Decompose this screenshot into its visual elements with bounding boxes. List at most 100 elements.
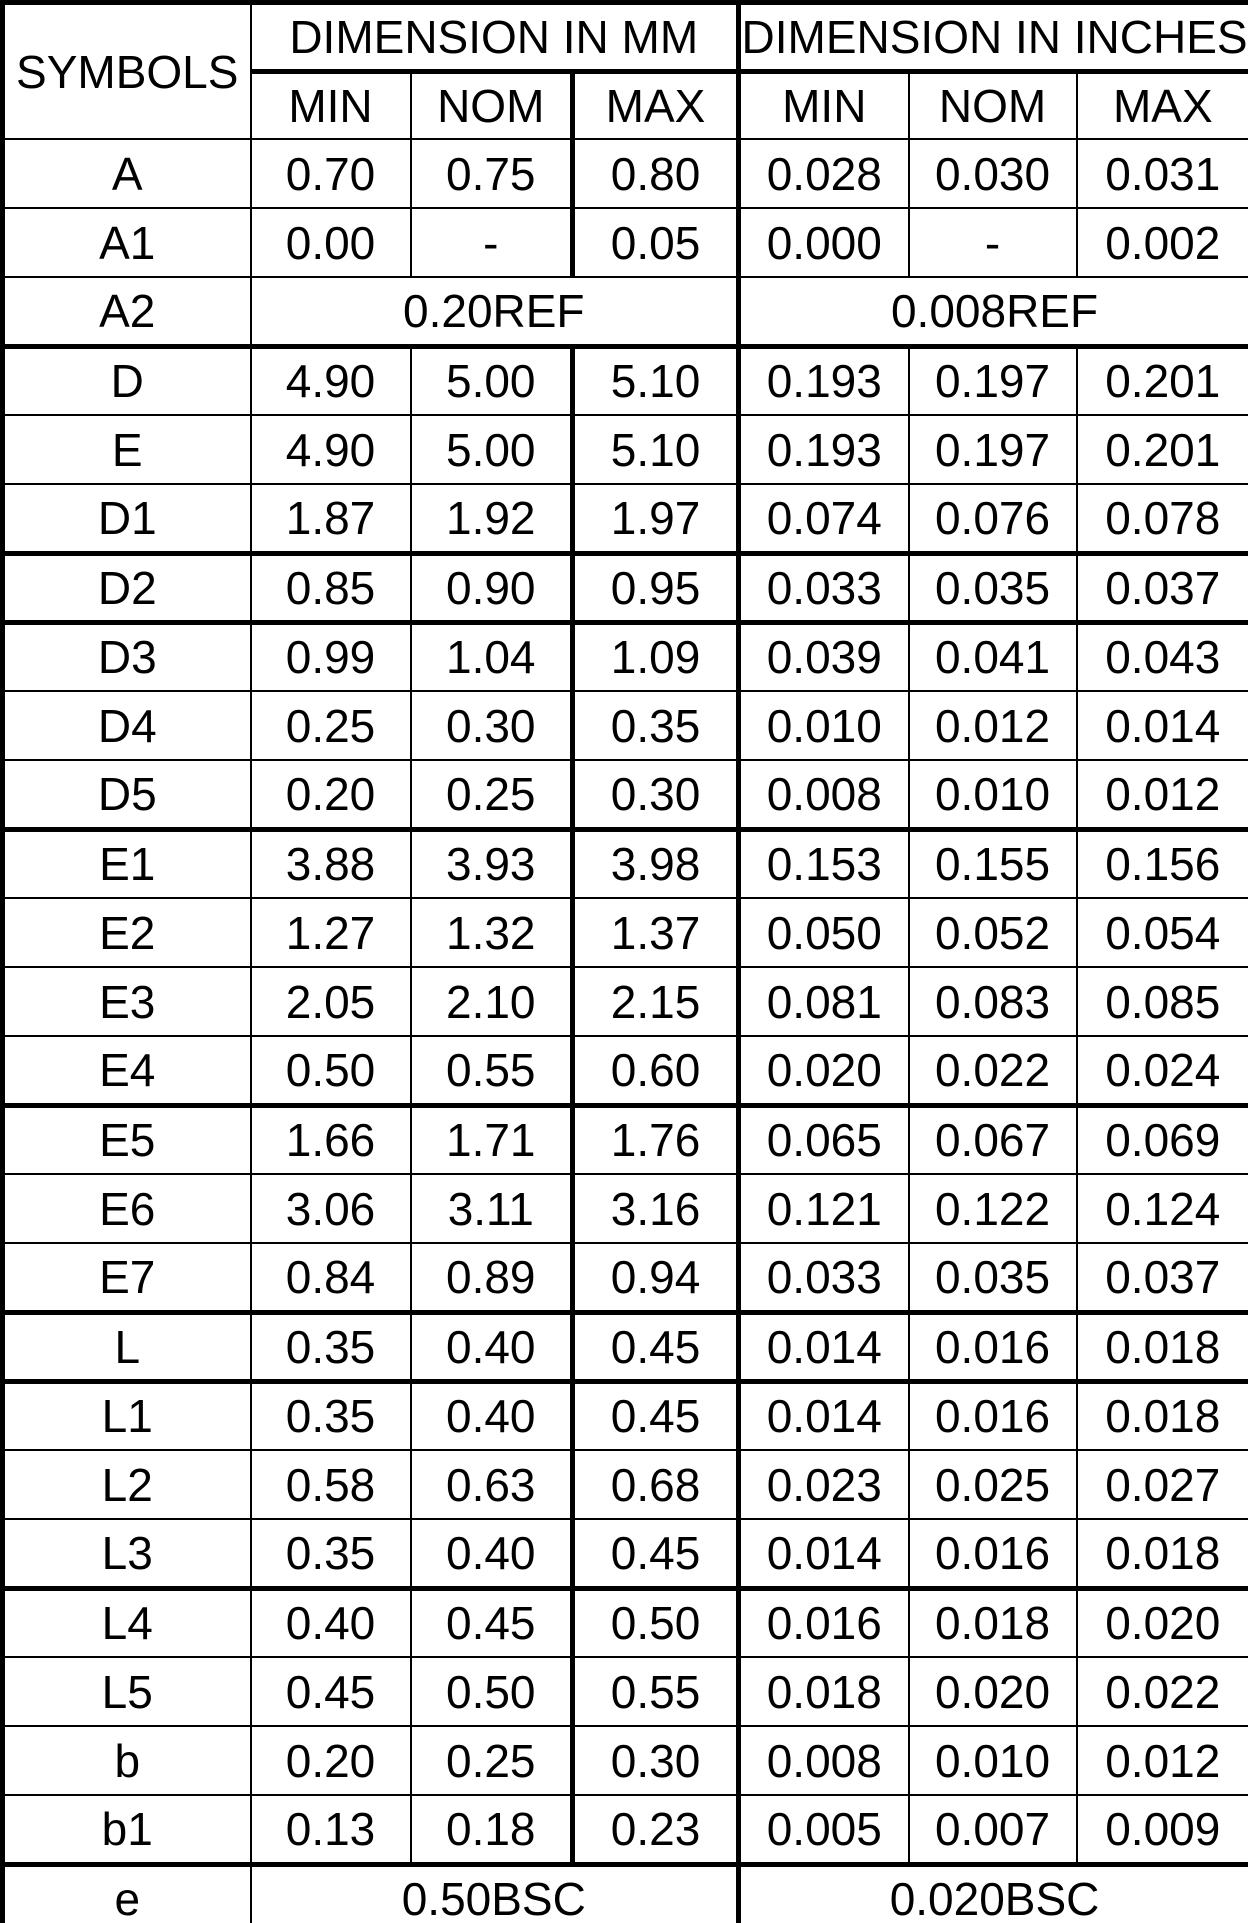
header-mm-nom: NOM	[409, 70, 574, 140]
header-dimension-mm: DIMENSION IN MM	[249, 1, 740, 74]
symbol-cell: L1	[1, 1380, 252, 1451]
table-row: E6 3.06 3.11 3.16 0.121 0.122 0.124	[1, 1173, 1248, 1244]
table-row: L5 0.45 0.50 0.55 0.018 0.020 0.022	[1, 1656, 1248, 1727]
inches-nom-cell: 0.122	[907, 1173, 1078, 1244]
inches-nom-cell: 0.018	[907, 1587, 1078, 1658]
inches-min-cell: 0.014	[736, 1518, 910, 1591]
header-group-row: SYMBOLS DIMENSION IN MM DIMENSION IN INC…	[1, 1, 1248, 140]
mm-nom-cell: 0.40	[409, 1311, 574, 1384]
mm-nom-cell: 0.18	[409, 1794, 574, 1867]
inches-min-cell: 0.010	[736, 690, 910, 761]
mm-min-cell: 1.87	[249, 483, 412, 556]
inches-min-cell: 0.153	[736, 828, 910, 899]
mm-nom-cell: 3.11	[409, 1173, 574, 1244]
inches-nom-cell: 0.010	[907, 759, 1078, 832]
mm-max-cell: 0.35	[569, 690, 740, 761]
inches-min-cell: 0.018	[736, 1656, 910, 1727]
inches-min-cell: 0.005	[736, 1794, 910, 1867]
symbol-cell: E5	[1, 1104, 252, 1175]
mm-max-cell: 0.95	[569, 552, 740, 625]
symbol-cell: E7	[1, 1242, 252, 1315]
mm-nom-cell: 1.71	[409, 1104, 574, 1175]
mm-min-cell: 0.85	[249, 552, 412, 625]
symbol-cell: D	[1, 345, 252, 416]
inches-nom-cell: 0.016	[907, 1311, 1078, 1384]
symbol-cell: L3	[1, 1518, 252, 1591]
mm-min-cell: 4.90	[249, 414, 412, 485]
inches-nom-cell: 0.007	[907, 1794, 1078, 1867]
table-row: D4 0.25 0.30 0.35 0.010 0.012 0.014	[1, 690, 1248, 761]
header-mm-max: MAX	[569, 70, 740, 140]
inches-nom-cell: 0.083	[907, 966, 1078, 1037]
mm-min-cell: 1.66	[249, 1104, 412, 1175]
mm-nom-cell: 1.92	[409, 483, 574, 556]
table-row: L2 0.58 0.63 0.68 0.023 0.025 0.027	[1, 1449, 1248, 1520]
table-row: A 0.70 0.75 0.80 0.028 0.030 0.031	[1, 138, 1248, 209]
table-row: D 4.90 5.00 5.10 0.193 0.197 0.201	[1, 345, 1248, 416]
inches-nom-cell: 0.010	[907, 1725, 1078, 1796]
mm-min-cell: 0.45	[249, 1656, 412, 1727]
table-row: L4 0.40 0.45 0.50 0.016 0.018 0.020	[1, 1587, 1248, 1658]
mm-max-cell: 0.60	[569, 1035, 740, 1108]
header-symbols: SYMBOLS	[1, 1, 252, 140]
mm-min-cell: 0.35	[249, 1518, 412, 1591]
mm-nom-cell: 0.25	[409, 759, 574, 832]
table-row: E4 0.50 0.55 0.60 0.020 0.022 0.024	[1, 1035, 1248, 1108]
table-row: E3 2.05 2.10 2.15 0.081 0.083 0.085	[1, 966, 1248, 1037]
mm-max-cell: 0.05	[569, 207, 740, 278]
mm-max-cell: 0.80	[569, 138, 740, 209]
inches-max-cell: 0.012	[1075, 759, 1248, 832]
inches-min-cell: 0.081	[736, 966, 910, 1037]
inches-max-cell: 0.069	[1075, 1104, 1248, 1175]
symbol-cell: A	[1, 138, 252, 209]
symbol-cell: b	[1, 1725, 252, 1796]
mm-nom-cell: 0.75	[409, 138, 574, 209]
inches-nom-cell: 0.035	[907, 552, 1078, 625]
table-row: E5 1.66 1.71 1.76 0.065 0.067 0.069	[1, 1104, 1248, 1175]
inches-nom-cell: 0.022	[907, 1035, 1078, 1108]
mm-max-cell: 5.10	[569, 345, 740, 416]
symbol-cell: E6	[1, 1173, 252, 1244]
table-row: D5 0.20 0.25 0.30 0.008 0.010 0.012	[1, 759, 1248, 832]
symbol-cell: E4	[1, 1035, 252, 1108]
inches-nom-cell: 0.052	[907, 897, 1078, 968]
inches-min-cell: 0.020	[736, 1035, 910, 1108]
mm-min-cell: 3.88	[249, 828, 412, 899]
mm-max-cell: 0.50	[569, 1587, 740, 1658]
inches-min-cell: 0.028	[736, 138, 910, 209]
mm-nom-cell: 3.93	[409, 828, 574, 899]
inches-max-cell: 0.037	[1075, 1242, 1248, 1315]
table-row: D2 0.85 0.90 0.95 0.033 0.035 0.037	[1, 552, 1248, 625]
mm-nom-cell: 0.30	[409, 690, 574, 761]
header-inches-nom: NOM	[907, 70, 1078, 140]
mm-nom-cell: -	[409, 207, 574, 278]
inches-max-cell: 0.054	[1075, 897, 1248, 968]
inches-nom-cell: 0.016	[907, 1380, 1078, 1451]
symbol-cell: D4	[1, 690, 252, 761]
header-inches-min: MIN	[736, 70, 910, 140]
symbol-cell: E2	[1, 897, 252, 968]
header-mm-min: MIN	[249, 70, 412, 140]
mm-max-cell: 2.15	[569, 966, 740, 1037]
inches-max-cell: 0.018	[1075, 1380, 1248, 1451]
inches-max-cell: 0.031	[1075, 138, 1248, 209]
table-row: A1 0.00-0.05 0.000-0.002	[1, 207, 1248, 278]
mm-max-cell: 0.68	[569, 1449, 740, 1520]
inches-max-cell: 0.085	[1075, 966, 1248, 1037]
inches-min-cell: 0.014	[736, 1380, 910, 1451]
inches-min-cell: 0.014	[736, 1311, 910, 1384]
mm-min-cell: 0.13	[249, 1794, 412, 1867]
table-row: E1 3.88 3.93 3.98 0.153 0.155 0.156	[1, 828, 1248, 899]
symbol-cell: L2	[1, 1449, 252, 1520]
symbol-cell: L	[1, 1311, 252, 1384]
header-inches-max: MAX	[1075, 70, 1248, 140]
mm-min-cell: 0.25	[249, 690, 412, 761]
table-row: L1 0.35 0.40 0.45 0.014 0.016 0.018	[1, 1380, 1248, 1451]
mm-nom-cell: 5.00	[409, 345, 574, 416]
inches-min-cell: 0.039	[736, 621, 910, 692]
inches-nom-cell: 0.076	[907, 483, 1078, 556]
inches-min-cell: 0.008	[736, 1725, 910, 1796]
inches-max-cell: 0.014	[1075, 690, 1248, 761]
inches-min-cell: 0.016	[736, 1587, 910, 1658]
inches-nom-cell: 0.197	[907, 414, 1078, 485]
